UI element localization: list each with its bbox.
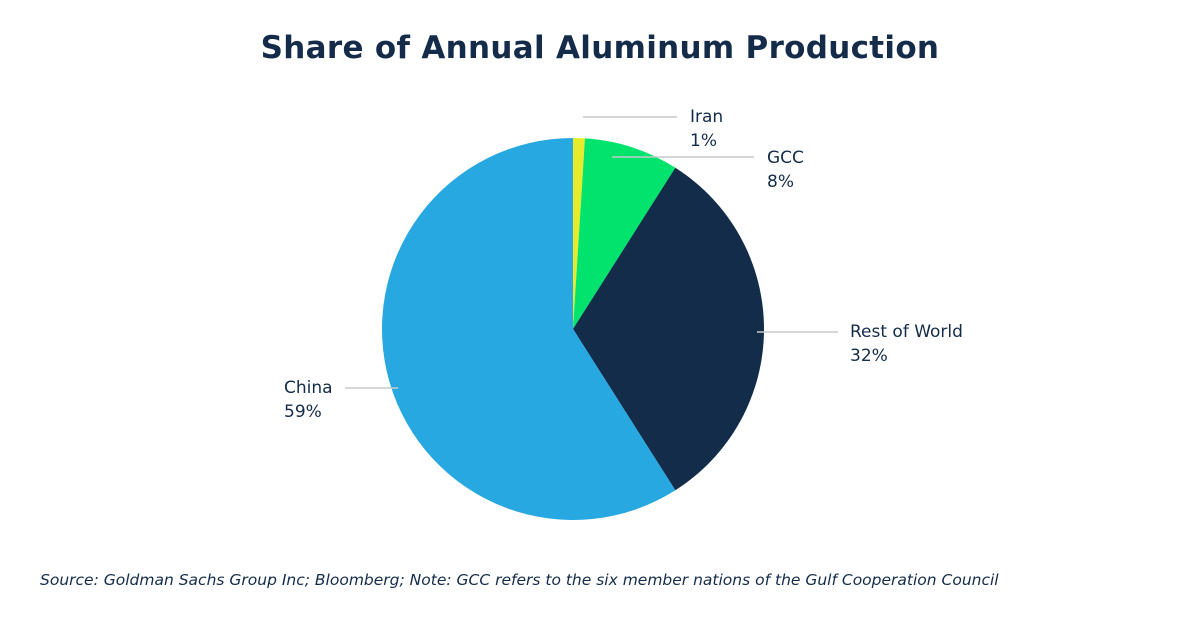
slice-name-label: China xyxy=(284,378,333,398)
pie-slice-gcc xyxy=(573,138,676,329)
slice-name-label: GCC xyxy=(767,148,804,168)
pie-slice-china xyxy=(382,138,676,520)
slice-value-label: 8% xyxy=(767,172,794,192)
pie-slices xyxy=(382,138,764,520)
slice-name-label: Iran xyxy=(690,107,723,127)
slice-name-label: Rest of World xyxy=(850,322,963,342)
source-note: Source: Goldman Sachs Group Inc; Bloombe… xyxy=(40,571,999,589)
chart-title: Share of Annual Aluminum Production xyxy=(260,30,940,66)
pie-slice-rest-of-world xyxy=(573,167,764,491)
slice-value-label: 32% xyxy=(850,346,888,366)
slice-labels: Iran 1% GCC 8% Rest of World 32% China 59% xyxy=(284,107,963,422)
slice-value-label: 1% xyxy=(690,131,717,151)
pie-slice-iran xyxy=(573,138,585,329)
slice-value-label: 59% xyxy=(284,402,322,422)
